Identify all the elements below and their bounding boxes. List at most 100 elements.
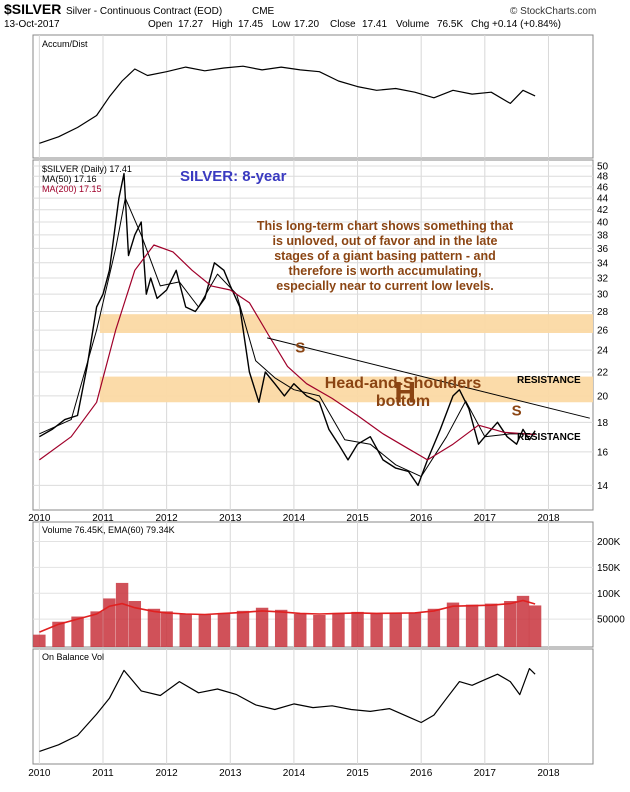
volume-tick-label: 150K [597, 563, 621, 574]
volume-bar [504, 601, 517, 647]
price-tick-label: 22 [597, 367, 609, 378]
volume-bar [332, 612, 345, 647]
price-tick-label: 26 [597, 326, 609, 337]
year-tick-label: 2017 [474, 513, 497, 524]
volume-bar [427, 608, 441, 647]
volume-bar [103, 598, 116, 647]
year-tick-label: 2010 [28, 768, 51, 779]
price-tick-label: 34 [597, 258, 609, 269]
price-tick-label: 48 [597, 172, 609, 183]
year-tick-label: 2012 [156, 768, 179, 779]
volume-bar [465, 604, 479, 647]
price-tick-label: 18 [597, 418, 609, 429]
volume-bar [528, 605, 542, 647]
resistance-band [99, 376, 594, 403]
low-label: Low [272, 19, 291, 30]
price-tick-label: 46 [597, 182, 609, 193]
price-tick-label: 40 [597, 217, 609, 228]
price-line [39, 172, 536, 487]
resistance-upper-label: RESISTANCE [517, 375, 581, 386]
right-shoulder-label: S [512, 402, 522, 419]
source-credit[interactable]: © StockCharts.com [510, 6, 596, 17]
year-tick-label: 2011 [92, 768, 114, 779]
low-value: 17.20 [294, 19, 319, 30]
year-tick-label: 2010 [28, 513, 51, 524]
volume-tick-label: 50000 [597, 615, 625, 626]
volume-bar [160, 611, 173, 647]
open-label: Open [148, 19, 172, 30]
price-tick-label: 28 [597, 307, 609, 318]
volume-legend: Volume 76.45K, EMA(60) 79.34K [42, 525, 175, 535]
volume-bar [115, 582, 129, 647]
volume-bar [274, 609, 288, 647]
price-tick-label: 36 [597, 244, 609, 255]
year-tick-label: 2016 [410, 513, 433, 524]
commentary-line: This long-term chart shows something tha… [257, 219, 514, 233]
resistance-lower-label: RESISTANCE [517, 432, 581, 443]
high-label: High [212, 19, 233, 30]
year-tick-label: 2012 [156, 513, 179, 524]
volume-bar [446, 602, 460, 647]
pattern-label-line: bottom [376, 393, 430, 410]
year-tick-label: 2013 [219, 768, 242, 779]
year-tick-label: 2011 [92, 513, 114, 524]
year-tick-label: 2015 [346, 513, 369, 524]
year-tick-label: 2014 [283, 513, 306, 524]
year-tick-label: 2013 [219, 513, 242, 524]
price-tick-label: 42 [597, 205, 609, 216]
volume-bar [408, 612, 422, 647]
price-tick-label: 30 [597, 290, 609, 301]
price-legend-symbol: $SILVER (Daily) 17.41 [42, 164, 132, 174]
volume-bar [236, 610, 250, 647]
volume-bar [389, 612, 402, 647]
accum-dist-panel [32, 34, 594, 159]
resistance-band [99, 314, 594, 333]
price-tick-label: 32 [597, 273, 609, 284]
volume-value: 76.5K [437, 19, 463, 30]
accum-dist-line [39, 65, 536, 144]
volume-bar [217, 612, 231, 647]
obv-panel [32, 648, 594, 765]
ma200-line [39, 244, 536, 461]
chg-value: +0.14 (+0.84%) [492, 19, 561, 30]
exchange: CME [252, 6, 275, 17]
year-tick-label: 2014 [283, 768, 306, 779]
close-label: Close [330, 19, 356, 30]
commentary-line: stages of a giant basing pattern - and [274, 249, 496, 263]
volume-bar [90, 611, 103, 647]
volume-bar [255, 607, 269, 647]
volume-bar [179, 613, 192, 647]
commentary-line: therefore is worth accumulating, [288, 264, 481, 278]
price-legend-ma200: MA(200) 17.15 [42, 184, 102, 194]
volume-ema-line [39, 599, 536, 633]
price-tick-label: 38 [597, 230, 609, 241]
volume-tick-label: 100K [597, 589, 621, 600]
volume-bar [484, 603, 498, 647]
neckline-trendline [267, 337, 590, 419]
high-value: 17.45 [238, 19, 263, 30]
price-tick-label: 14 [597, 481, 609, 492]
instrument-name: Silver - Continuous Contract (EOD) [66, 6, 222, 17]
volume-bar [33, 634, 46, 647]
chart-date: 13-Oct-2017 [4, 19, 60, 30]
volume-bar [313, 614, 326, 647]
volume-bar [198, 614, 212, 647]
commentary-line: is unloved, out of favor and in the late [272, 234, 497, 248]
volume-label: Volume [396, 19, 430, 30]
price-legend-ma50: MA(50) 17.16 [42, 174, 97, 184]
obv-line [39, 667, 536, 752]
price-tick-label: 16 [597, 447, 609, 458]
left-shoulder-label: S [295, 339, 305, 356]
volume-bar [351, 611, 364, 647]
volume-panel [32, 521, 594, 648]
head-label: H [394, 376, 416, 409]
symbol: $SILVER [4, 1, 61, 17]
commentary-annotation: This long-term chart shows something tha… [257, 219, 514, 293]
year-tick-label: 2016 [410, 768, 433, 779]
pattern-label-line: Head-and-Shoulders [325, 375, 482, 392]
year-tick-label: 2018 [537, 513, 560, 524]
pattern-label: Head-and-Shoulders bottom [325, 375, 482, 410]
commentary-line: especially near to current low levels. [276, 279, 493, 293]
volume-tick-label: 200K [597, 537, 621, 548]
